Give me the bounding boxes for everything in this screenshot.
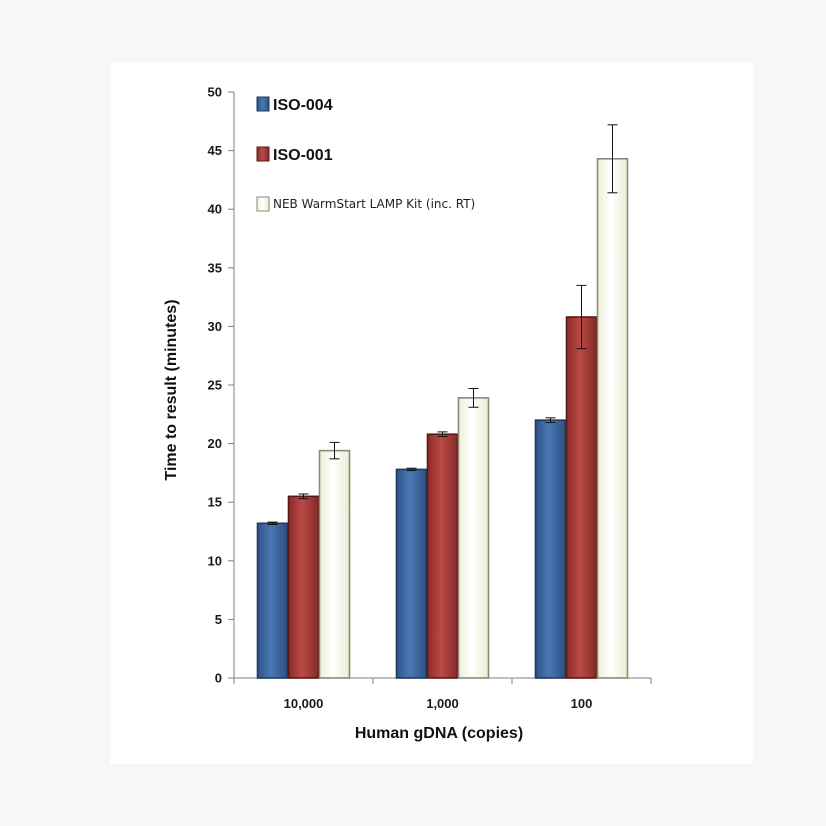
- y-tick-label: 45: [208, 143, 222, 158]
- bar-1-100: [534, 419, 567, 679]
- bar-2-1000: [426, 433, 459, 679]
- y-axis-title: Time to result (minutes): [163, 299, 180, 480]
- legend-label: ISO-001: [273, 147, 333, 164]
- legend-label: NEB WarmStart LAMP Kit (inc. RT): [273, 197, 475, 211]
- x-tick-label: 100: [571, 696, 593, 711]
- bar-1-10000: [256, 522, 289, 679]
- legend-label: ISO-004: [273, 97, 333, 114]
- legend-swatch: [256, 96, 270, 112]
- y-tick-label: 5: [215, 612, 222, 627]
- x-tick-label: 1,000: [426, 696, 459, 711]
- plot-area: 0 5 10 15 20 25 30 35 40 45 50 10,000 1,000 100: [208, 85, 652, 711]
- bar-2-10000: [287, 495, 320, 679]
- legend-swatch: [256, 146, 270, 162]
- y-tick-label: 50: [208, 85, 222, 100]
- y-tick-label: 40: [208, 202, 222, 217]
- bar-3-10000: [318, 449, 351, 679]
- x-axis-title: Human gDNA (copies): [355, 725, 523, 742]
- y-tick-label: 20: [208, 436, 222, 451]
- y-tick-label: 35: [208, 260, 222, 275]
- bar-3-1000: [457, 397, 490, 679]
- x-tick-label: 10,000: [284, 696, 324, 711]
- y-tick-label: 30: [208, 319, 222, 334]
- y-tick-label: 10: [208, 553, 222, 568]
- y-tick-label: 0: [215, 671, 222, 686]
- bar-2-100: [565, 316, 598, 679]
- bar-1-1000: [395, 468, 428, 679]
- bar-3-100: [596, 158, 629, 679]
- legend: ISO-004 ISO-001 NEB WarmStart LAMP Kit (in…: [256, 96, 475, 212]
- y-tick-label: 25: [208, 378, 222, 393]
- y-tick-label: 15: [208, 495, 222, 510]
- legend-swatch: [256, 196, 270, 212]
